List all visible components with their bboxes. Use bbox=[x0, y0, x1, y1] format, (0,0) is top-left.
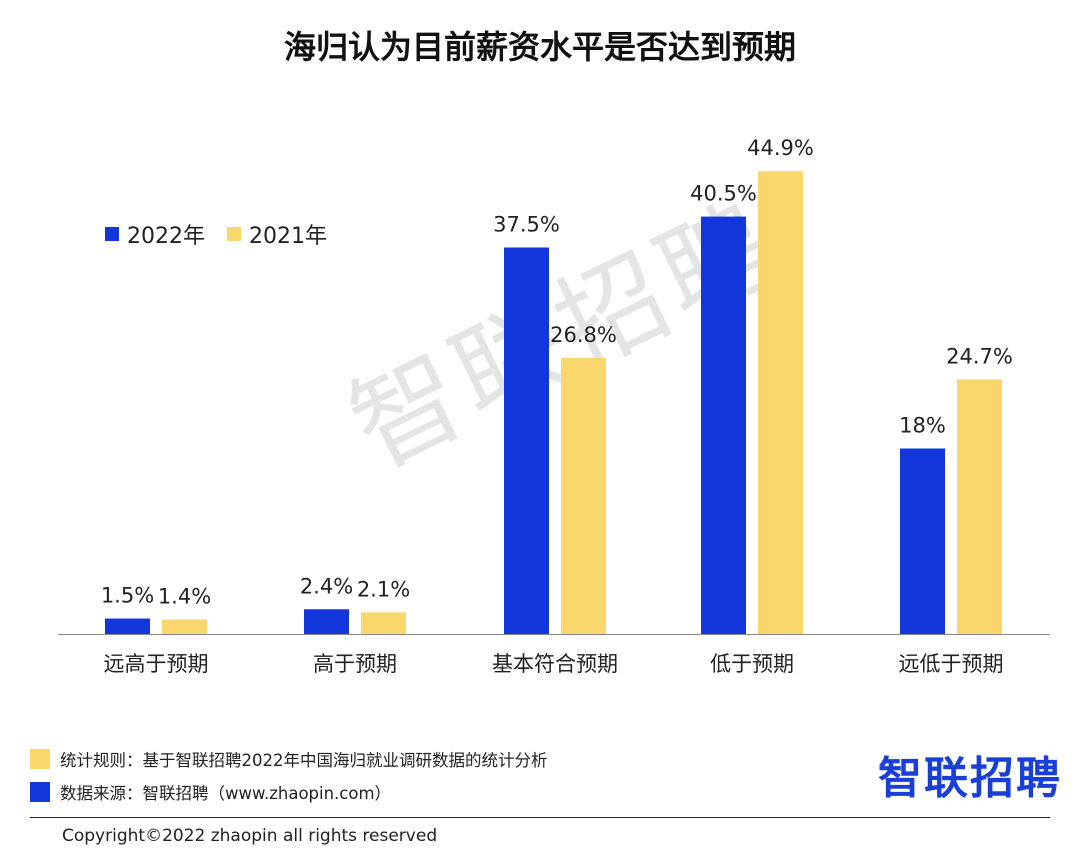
note-source-row: 数据来源：智联招聘（www.zhaopin.com） bbox=[30, 775, 548, 808]
x-tick-label-4: 远低于预期 bbox=[899, 652, 1004, 676]
bar-2021-3 bbox=[758, 171, 803, 634]
bar-2021-1 bbox=[361, 612, 406, 634]
legend-swatch-2021 bbox=[227, 227, 241, 241]
bar-chart: 1.5% 1.4% 远高于预期 2.4% 2.1% 高于预期 37.5% 26.8% 基本符合预… bbox=[58, 136, 1050, 676]
data-label-2021-1: 2.1% bbox=[357, 577, 410, 601]
bar-2022-3 bbox=[701, 216, 746, 634]
legend-label-2022: 2022年 bbox=[127, 224, 205, 249]
bar-2022-4 bbox=[900, 448, 945, 634]
footer-divider bbox=[30, 817, 1050, 818]
legend-item-2021: 2021年 bbox=[227, 218, 327, 250]
footnotes: 统计规则：基于智联招聘2022年中国海归就业调研数据的统计分析 数据来源：智联招… bbox=[30, 742, 548, 808]
data-label-2021-3: 44.9% bbox=[747, 136, 814, 160]
bar-2021-2 bbox=[561, 357, 606, 634]
x-tick-label-1: 高于预期 bbox=[313, 652, 397, 676]
copyright-text: Copyright©2022 zhaopin all rights reserv… bbox=[62, 826, 438, 846]
bar-2022-0 bbox=[105, 618, 150, 634]
bar-2021-4 bbox=[957, 379, 1002, 634]
x-tick-label-3: 低于预期 bbox=[710, 652, 794, 676]
x-tick-label-0: 远高于预期 bbox=[104, 652, 209, 676]
note-rule-text: 统计规则：基于智联招聘2022年中国海归就业调研数据的统计分析 bbox=[60, 750, 548, 770]
bar-2022-1 bbox=[304, 609, 349, 634]
legend-swatch-2022 bbox=[105, 227, 119, 241]
legend-item-2022: 2022年 bbox=[105, 218, 205, 250]
data-label-2021-2: 26.8% bbox=[550, 323, 617, 347]
legend: 2022年 2021年 bbox=[105, 218, 327, 250]
note-source-text: 数据来源：智联招聘（www.zhaopin.com） bbox=[60, 783, 392, 803]
data-label-2021-4: 24.7% bbox=[946, 344, 1013, 368]
data-label-2022-4: 18% bbox=[899, 413, 946, 437]
note-rule-swatch bbox=[30, 748, 50, 769]
data-label-2022-0: 1.5% bbox=[101, 584, 154, 608]
chart-title: 海归认为目前薪资水平是否达到预期 bbox=[283, 28, 796, 66]
bar-2022-2 bbox=[504, 247, 549, 634]
brand-logo: 智联招聘 bbox=[878, 753, 1062, 804]
data-label-2022-1: 2.4% bbox=[300, 574, 353, 598]
legend-label-2021: 2021年 bbox=[249, 224, 327, 249]
bar-2021-0 bbox=[162, 619, 207, 634]
x-tick-label-2: 基本符合预期 bbox=[492, 652, 618, 676]
note-rule-row: 统计规则：基于智联招聘2022年中国海归就业调研数据的统计分析 bbox=[30, 742, 548, 775]
note-source-swatch bbox=[30, 781, 50, 802]
data-label-2022-2: 37.5% bbox=[493, 213, 560, 237]
data-label-2021-0: 1.4% bbox=[158, 585, 211, 609]
data-label-2022-3: 40.5% bbox=[690, 182, 757, 206]
